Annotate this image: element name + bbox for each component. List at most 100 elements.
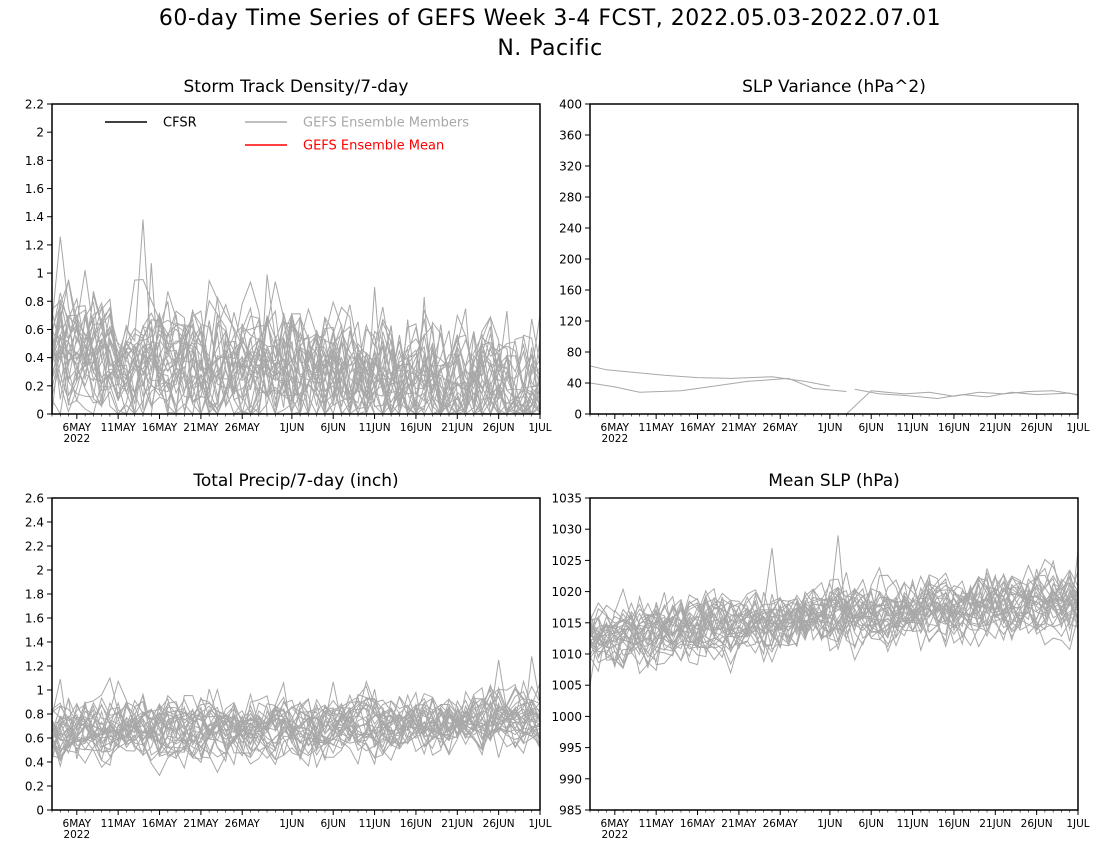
ensemble-member-line: [52, 303, 540, 414]
y-tick-label: 160: [559, 284, 582, 298]
chart-panel-1: Storm Track Density/7-day00.20.40.60.811…: [25, 77, 552, 445]
x-tick-label: 1JUL: [528, 818, 551, 830]
x-tick-label: 21JUN: [979, 818, 1011, 830]
panel-title: Mean SLP (hPa): [768, 471, 900, 491]
x-tick-label: 1JUN: [817, 422, 842, 434]
legend-label: GEFS Ensemble Mean: [303, 139, 444, 154]
x-tick-label: 6MAY: [63, 818, 92, 830]
y-tick-label: 995: [559, 741, 582, 755]
ensemble-member-line: [590, 574, 1078, 665]
x-tick-label: 21JUN: [441, 818, 473, 830]
x-tick-label: 6JUN: [859, 818, 884, 830]
y-tick-label: 80: [567, 346, 582, 360]
y-tick-label: 1.4: [25, 636, 44, 650]
x-tick-label: 6JUN: [321, 818, 346, 830]
y-tick-label: 2.4: [25, 516, 44, 530]
ensemble-member-line: [52, 683, 540, 760]
y-tick-label: 320: [559, 160, 582, 174]
legend-label: CFSR: [163, 116, 197, 131]
y-tick-label: 2: [36, 126, 44, 140]
ensemble-member-line: [590, 590, 1078, 668]
plot-area: [590, 365, 1078, 414]
y-tick-label: 0.4: [25, 351, 44, 365]
y-tick-label: 0: [36, 408, 44, 422]
ensemble-member-line: [590, 377, 847, 393]
ensemble-member-line: [52, 694, 540, 755]
x-tick-label: 16MAY: [680, 818, 716, 830]
y-tick-label: 1: [36, 684, 44, 698]
y-tick-label: 240: [559, 222, 582, 236]
x-tick-label: 16MAY: [142, 422, 178, 434]
y-tick-label: 0.2: [25, 780, 44, 794]
x-year-label: 2022: [601, 829, 628, 841]
y-tick-label: 0.8: [25, 295, 44, 309]
ensemble-member-line: [590, 575, 1078, 650]
chart-panel-3: Total Precip/7-day (inch)00.20.40.60.811…: [25, 471, 552, 841]
x-tick-label: 26JUN: [1021, 818, 1053, 830]
y-tick-label: 1005: [551, 679, 582, 693]
y-tick-label: 0.2: [25, 379, 44, 393]
ensemble-member-line: [52, 656, 540, 759]
chart-panel-2: SLP Variance (hPa^2) 0 40 80 120 160 200 240 280…: [559, 77, 1090, 445]
ensemble-member-line: [846, 390, 1078, 414]
y-tick-label: 0.4: [25, 756, 44, 770]
x-tick-label: 16JUN: [938, 422, 970, 434]
ensemble-member-line: [590, 558, 1078, 664]
y-tick-label: 0.8: [25, 708, 44, 722]
ensemble-member-line: [590, 566, 1078, 654]
y-tick-label: 2.6: [25, 492, 44, 506]
y-tick-label: 2: [36, 564, 44, 578]
y-tick-label: 400: [559, 98, 582, 112]
y-tick-label: 40: [567, 377, 582, 391]
x-tick-label: 6MAY: [63, 422, 92, 434]
x-tick-label: 26JUN: [483, 422, 515, 434]
ensemble-member-line: [52, 310, 540, 414]
x-tick-label: 1JUN: [279, 818, 304, 830]
y-tick-label: 200: [559, 253, 582, 267]
ensemble-member-line: [52, 692, 540, 757]
x-year-label: 2022: [63, 829, 90, 841]
ensemble-member-line: [590, 579, 1078, 659]
y-tick-label: 1.2: [25, 238, 44, 252]
y-tick-label: 0: [36, 804, 44, 818]
x-tick-label: 11JUN: [897, 818, 929, 830]
x-tick-label: 6JUN: [321, 422, 346, 434]
x-tick-label: 11MAY: [101, 422, 137, 434]
ensemble-member-line: [52, 687, 540, 769]
y-tick-label: 1025: [551, 554, 582, 568]
x-tick-label: 26MAY: [763, 818, 799, 830]
legend-label: GEFS Ensemble Members: [303, 116, 469, 131]
plot-area: [590, 535, 1078, 686]
x-tick-label: 16JUN: [938, 818, 970, 830]
ensemble-member-line: [590, 535, 1078, 658]
ensemble-member-line: [52, 304, 540, 414]
ensemble-member-line: [590, 578, 1078, 656]
x-tick-label: 11MAY: [639, 422, 675, 434]
ensemble-member-line: [52, 270, 540, 414]
x-tick-label: 6MAY: [601, 422, 630, 434]
ensemble-member-line: [52, 263, 540, 414]
x-tick-label: 16JUN: [400, 422, 432, 434]
ensemble-member-line: [854, 388, 1078, 400]
y-tick-label: 1030: [551, 523, 582, 537]
y-tick-label: 0.6: [25, 323, 44, 337]
x-tick-label: 11MAY: [101, 818, 137, 830]
x-tick-label: 16MAY: [142, 818, 178, 830]
panel-title: SLP Variance (hPa^2): [742, 77, 926, 97]
y-tick-label: 1: [36, 267, 44, 281]
y-tick-label: 1.4: [25, 210, 44, 224]
x-tick-label: 21JUN: [979, 422, 1011, 434]
plot-area: [52, 219, 540, 414]
x-tick-label: 1JUL: [528, 422, 551, 434]
x-tick-label: 16JUN: [400, 818, 432, 830]
y-tick-label: 1015: [551, 616, 582, 630]
ensemble-member-line: [52, 682, 540, 760]
y-tick-label: 0: [574, 408, 582, 422]
y-tick-label: 1035: [551, 492, 582, 506]
y-tick-label: 985: [559, 804, 582, 818]
y-tick-label: 360: [559, 129, 582, 143]
ensemble-member-line: [590, 583, 1078, 657]
x-tick-label: 6JUN: [859, 422, 884, 434]
